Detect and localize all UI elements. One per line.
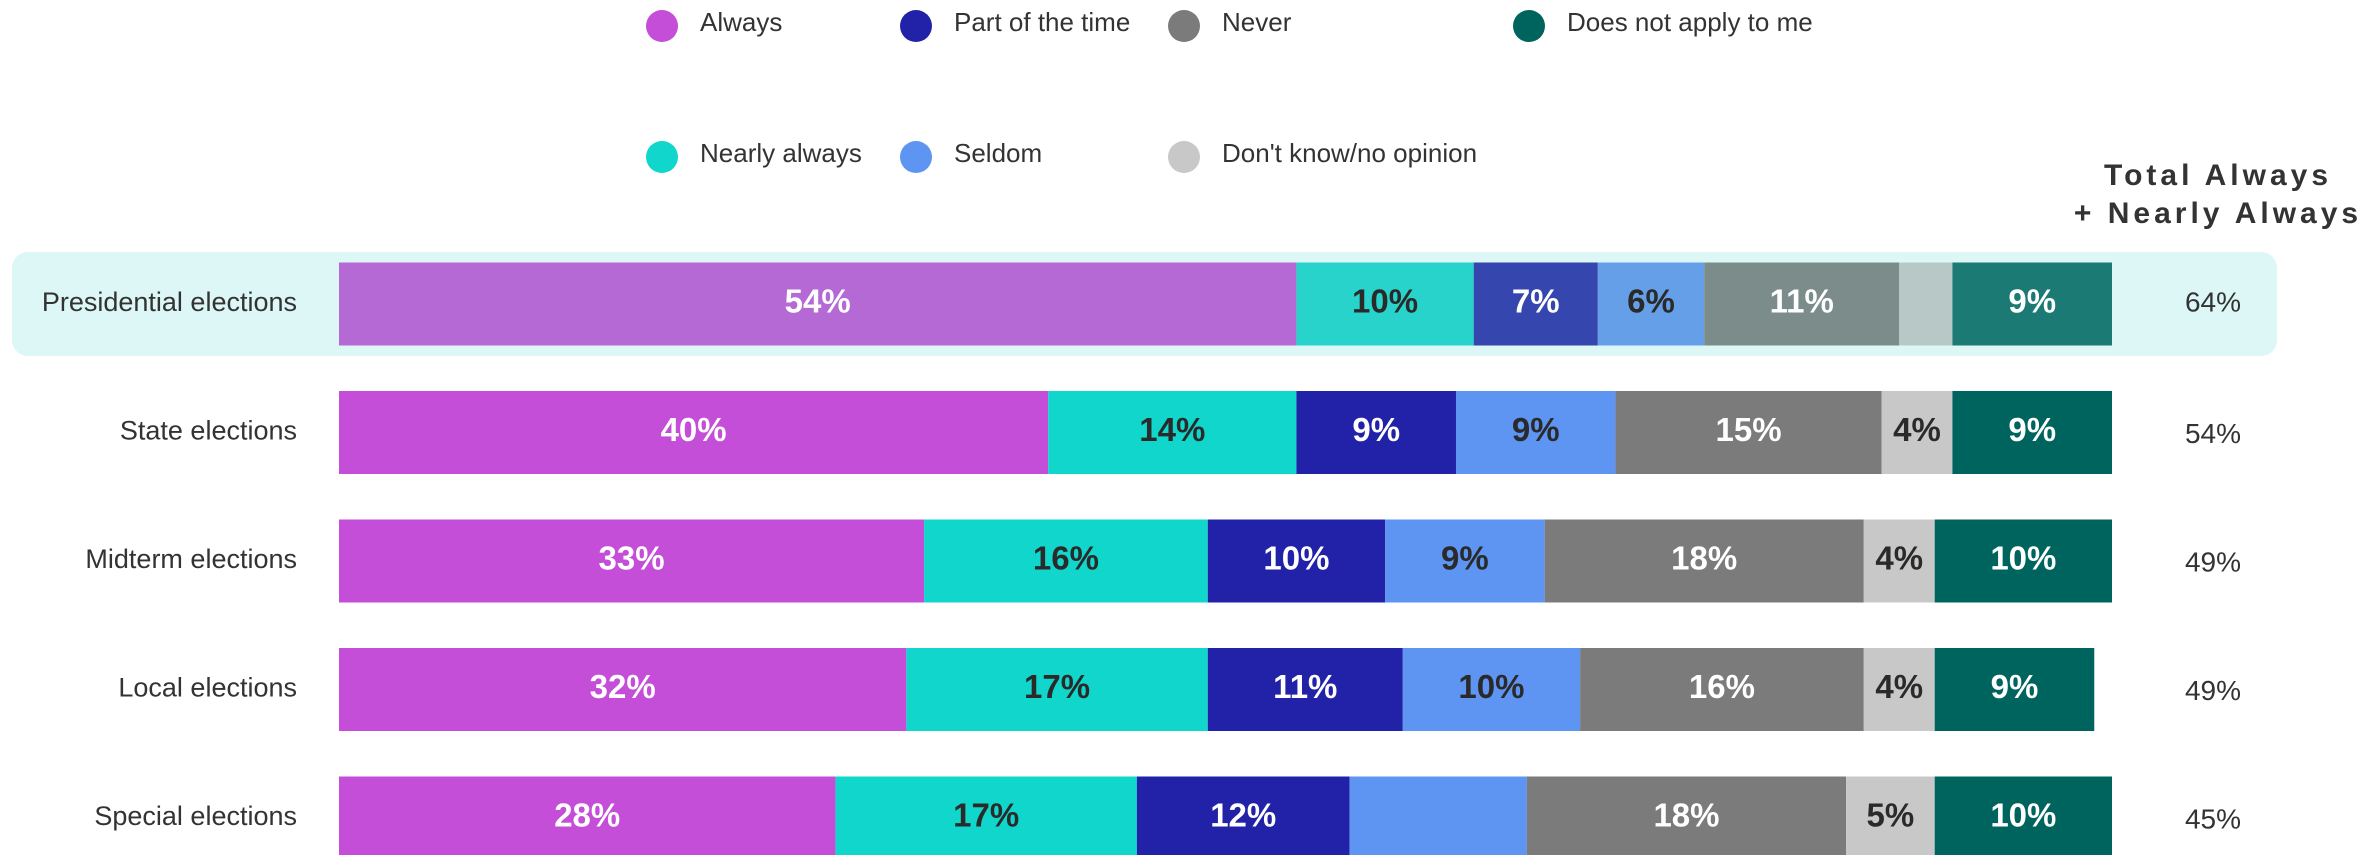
legend-label: Does not apply to me [1567, 7, 1813, 37]
bar-segment [1934, 648, 2095, 731]
data-label: 12% [1210, 797, 1276, 834]
bar-segment [339, 262, 1297, 346]
category-label: State elections [120, 416, 297, 446]
total-label: 49% [2185, 546, 2241, 577]
data-label: 54% [785, 283, 851, 320]
bar-segment [1881, 391, 1953, 474]
data-label: 9% [2008, 411, 2056, 448]
bar-segment [1349, 776, 1527, 855]
data-label: 4% [1875, 668, 1923, 705]
bar-segment [1615, 391, 1882, 474]
data-label: 4% [1893, 411, 1941, 448]
category-label: Presidential elections [42, 287, 297, 317]
bar-segment [339, 519, 925, 603]
bar-segment [1952, 391, 2112, 474]
bar-segment [1580, 648, 1864, 731]
data-label: 7% [1512, 283, 1560, 320]
data-label: 9% [1512, 411, 1560, 448]
data-label: 11% [1770, 283, 1834, 320]
bar-segment [1934, 776, 2112, 855]
data-label: 17% [953, 797, 1019, 834]
data-label: 9% [1991, 668, 2039, 705]
legend-label: Seldom [954, 138, 1042, 168]
data-label: 15% [1716, 411, 1782, 448]
bar-segment [339, 391, 1049, 474]
legend-label: Always [700, 7, 782, 37]
data-label: 33% [599, 540, 665, 577]
bar-segment [339, 776, 836, 855]
legend-swatch [1513, 10, 1545, 42]
bar-segment [1207, 648, 1403, 731]
legend-swatch [646, 141, 678, 173]
bar-segment [924, 519, 1208, 603]
data-label: 10% [1990, 797, 2056, 834]
legend-label: Nearly always [700, 138, 862, 168]
bar-segment [906, 648, 1208, 731]
category-label: Special elections [94, 801, 297, 831]
data-label: 32% [590, 668, 656, 705]
data-label: 16% [1689, 668, 1755, 705]
data-label: 4% [1875, 540, 1923, 577]
data-label: 9% [1441, 540, 1489, 577]
total-label: 49% [2185, 675, 2241, 706]
bar-segment [1846, 776, 1935, 855]
data-label: 10% [1263, 540, 1329, 577]
legend-swatch [1168, 10, 1200, 42]
bar-segment [1296, 262, 1474, 346]
data-label: 5% [1867, 797, 1915, 834]
bar-segment [1402, 648, 1581, 731]
bar-segment [1934, 519, 2112, 603]
legend-label: Don't know/no opinion [1222, 138, 1477, 168]
bar-segment [1207, 519, 1386, 603]
data-label: 14% [1139, 411, 1205, 448]
bar-segment [1296, 391, 1456, 474]
data-label: 9% [2008, 283, 2056, 320]
data-label: 11% [1273, 668, 1337, 705]
bar-segment [835, 776, 1137, 855]
bar-segment [1455, 391, 1616, 474]
data-label: 18% [1671, 540, 1737, 577]
bar-segment [1952, 262, 2112, 346]
totals-title: + Nearly Always [2074, 197, 2362, 230]
bar-segment [1863, 519, 1935, 603]
bar-segment [1048, 391, 1297, 474]
category-label: Midterm elections [85, 544, 297, 574]
bar-segment [1899, 262, 1953, 346]
legend-swatch [1168, 141, 1200, 173]
data-label: 10% [1352, 283, 1418, 320]
bar-segment [1526, 776, 1847, 855]
total-label: 45% [2185, 803, 2241, 834]
data-label: 18% [1653, 797, 1719, 834]
data-label: 10% [1458, 668, 1524, 705]
bar-segment [1597, 262, 1705, 346]
total-label: 64% [2185, 286, 2241, 317]
bar-segment [1136, 776, 1350, 855]
legend-swatch [646, 10, 678, 42]
legend-swatch [900, 10, 932, 42]
data-label: 17% [1024, 668, 1090, 705]
data-label: 6% [1627, 283, 1675, 320]
bar-segment [1473, 262, 1598, 346]
bar-segment [1385, 519, 1545, 603]
data-label: 28% [554, 797, 620, 834]
totals-title: Total Always [2104, 159, 2332, 192]
data-label: 10% [1990, 540, 2056, 577]
bar-segment [339, 648, 907, 731]
category-label: Local elections [118, 673, 297, 703]
data-label: 40% [661, 411, 727, 448]
data-label: 16% [1033, 540, 1099, 577]
bar-segment [1544, 519, 1864, 603]
legend-label: Part of the time [954, 7, 1130, 37]
bar-segment [1863, 648, 1935, 731]
legend-swatch [900, 141, 932, 173]
legend-label: Never [1222, 7, 1292, 37]
total-label: 54% [2185, 418, 2241, 449]
bar-segment [1704, 262, 1900, 346]
data-label: 9% [1352, 411, 1400, 448]
